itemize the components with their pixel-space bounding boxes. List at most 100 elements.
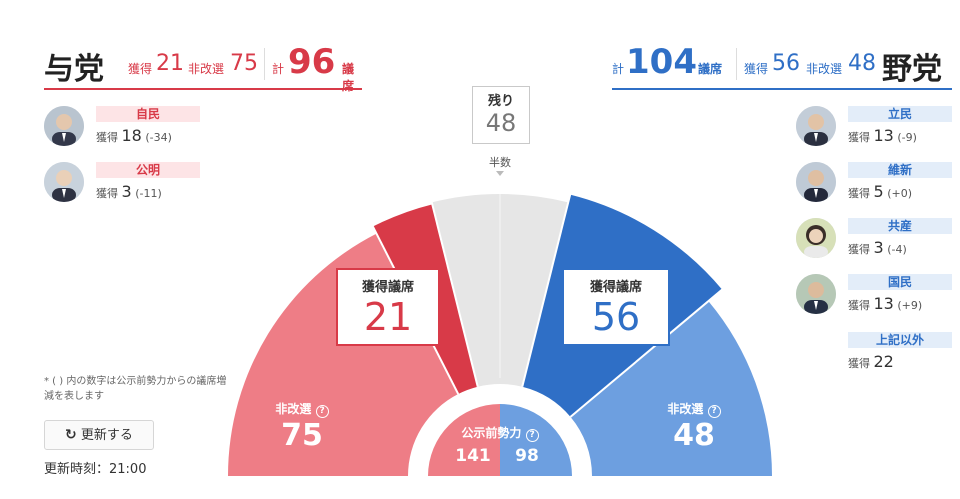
ruling-unchanged-chart-label: 非改選 [275,402,312,416]
party-values-jimin: 獲得 18 (-34) [96,126,172,145]
opposition-header: 計 104 議席 獲得 56 非改選 48 野党 [612,40,952,90]
ruling-title: 与党 [44,52,104,87]
party-won-value: 3 [121,182,132,201]
party-won-label: 獲得 [848,357,870,370]
party-won-value: 18 [121,126,142,145]
ruling-total-label: 計 [272,62,285,76]
opposition-unchanged-chart-value: 48 [673,418,715,453]
update-time: 更新時刻：21:00 [44,462,147,477]
party-row-ishin: 維新 獲得 5 (+0) [796,160,956,208]
party-won-label: 獲得 [96,187,118,200]
opposition-party-list: 立民 獲得 13 (-9) 維新 獲得 5 (+0) 共産 獲得 3 (-4) [796,104,956,384]
avatar-komei [44,162,84,202]
opposition-won-box: 獲得議席 56 [562,268,670,346]
center-opposition-value: 98 [515,446,539,466]
party-name-ishin: 維新 [848,162,952,178]
party-values-komei: 獲得 3 (-11) [96,182,162,201]
party-won-label: 獲得 [96,131,118,144]
header-divider [736,48,737,80]
party-name-others: 上記以外 [848,332,952,348]
party-name-komei: 公明 [96,162,200,178]
party-row-rikken: 立民 獲得 13 (-9) [796,104,956,152]
party-values-kyosan: 獲得 3 (-4) [848,238,907,257]
party-delta: (-9) [897,131,917,144]
ruling-unchanged-value: 75 [230,51,258,76]
party-delta: (+0) [887,187,912,200]
party-won-value: 13 [873,294,894,313]
opposition-won-value: 56 [772,51,800,76]
ruling-won-box-label: 獲得議席 [361,280,414,295]
party-values-others: 獲得 22 [848,352,894,371]
party-values-ishin: 獲得 5 (+0) [848,182,912,201]
party-name-kokumin: 国民 [848,274,952,290]
party-won-label: 獲得 [848,243,870,256]
ruling-unchanged-block: 非改選 ? 75 [262,400,342,453]
party-name-jimin: 自民 [96,106,200,122]
party-row-jimin: 自民 獲得 18 (-34) [44,104,204,152]
party-values-kokumin: 獲得 13 (+9) [848,294,922,313]
opposition-unchanged-block: 非改選 ? 48 [654,400,734,453]
segment-opposition-unchanged [570,301,773,476]
opposition-unchanged-chart-label: 非改選 [667,402,704,416]
footnote: * ( ) 内の数字は公示前勢力からの議席増減を表します [44,376,227,402]
ruling-won-value: 21 [156,51,184,76]
remaining-box: 残り 48 [472,86,530,144]
party-name-rikken: 立民 [848,106,952,122]
center-strength: 公示前勢力 ? 141 98 [440,424,560,466]
segment-separator-0 [569,287,725,418]
opposition-unchanged-label: 非改選 [806,62,843,76]
info-circle-icon[interactable]: ? [315,405,329,418]
avatar-jimin [44,106,84,146]
party-delta: (-11) [135,187,162,200]
party-delta: (+9) [897,299,923,312]
party-delta: (-34) [145,131,172,144]
ruling-party-list: 自民 獲得 18 (-34) 公明 獲得 3 (-11) [44,104,204,214]
center-strength-label: 公示前勢力 [461,426,522,440]
ruling-unchanged-label: 非改選 [188,62,225,76]
segment-separator-1 [521,192,572,387]
refresh-button-label: 更新する [80,428,133,443]
party-name-kyosan: 共産 [848,218,952,234]
ruling-header: 与党 獲得 21 非改選 75 計 96 議席 [44,40,362,93]
party-won-value: 3 [873,238,884,257]
party-row-others: 上記以外 獲得 22 [796,330,956,374]
refresh-button[interactable]: ↻ 更新する [44,420,154,450]
opposition-won-box-value: 56 [591,295,641,339]
ruling-won-label: 獲得 [128,62,153,76]
opposition-title: 野党 [882,52,942,87]
avatar-kokumin [796,274,836,314]
party-won-label: 獲得 [848,187,870,200]
party-delta: (-4) [887,243,907,256]
opposition-won-box-label: 獲得議席 [589,280,642,295]
party-row-kokumin: 国民 獲得 13 (+9) [796,272,956,320]
opposition-unchanged-value: 48 [848,51,876,76]
center-ruling-half [428,404,500,476]
opposition-total-value: 104 [626,42,697,82]
party-won-label: 獲得 [848,299,870,312]
ruling-won-box: 獲得議席 21 [336,268,440,346]
ruling-unchanged-chart-value: 75 [281,418,323,453]
avatar-ishin [796,162,836,202]
ruling-won-box-value: 21 [363,295,413,339]
party-row-komei: 公明 獲得 3 (-11) [44,160,204,208]
party-won-label: 獲得 [848,131,870,144]
party-row-kyosan: 共産 獲得 3 (-4) [796,216,956,264]
avatar-rikken [796,106,836,146]
refresh-icon: ↻ [65,427,77,443]
opposition-won-label: 獲得 [744,62,769,76]
party-won-value: 13 [873,126,894,145]
segment-separator-2 [428,192,479,387]
header-divider [264,48,265,80]
opposition-total-label: 計 [612,62,625,76]
party-values-rikken: 獲得 13 (-9) [848,126,917,145]
majority-marker-icon [496,171,504,176]
majority-label: 半数 [489,156,511,169]
remaining-label: 残り [487,94,514,109]
info-circle-icon[interactable]: ? [525,429,539,442]
info-circle-icon[interactable]: ? [707,405,721,418]
avatar-kyosan [796,218,836,258]
party-won-value: 5 [873,182,884,201]
ruling-total-unit: 議席 [342,62,355,93]
remaining-value: 48 [485,109,517,137]
opposition-total-unit: 議席 [698,62,723,76]
